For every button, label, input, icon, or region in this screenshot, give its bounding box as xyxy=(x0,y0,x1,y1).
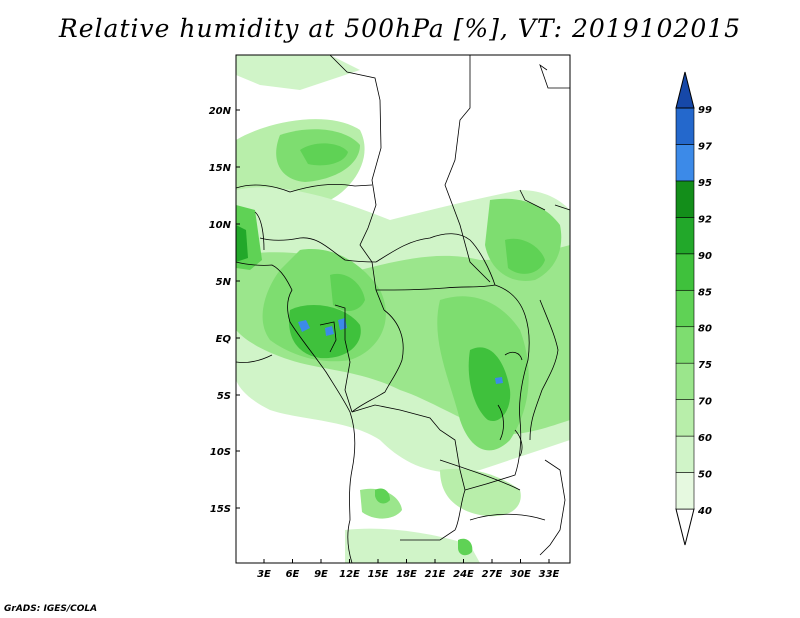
humidity-area xyxy=(236,55,360,90)
colorbar-segment xyxy=(675,472,695,510)
border xyxy=(235,354,273,363)
lon-label: 3E xyxy=(257,569,271,580)
border xyxy=(444,55,491,283)
latitude-labels: 20N 15N 10N 5N EQ 5S 10S 15S xyxy=(209,106,240,515)
humidity-area xyxy=(330,273,365,312)
border xyxy=(329,54,385,311)
lat-label: 10S xyxy=(210,447,231,458)
map-frame xyxy=(235,54,571,564)
colorbar-label: 70 xyxy=(698,397,712,408)
colorbar: 40 50 60 70 75 80 85 90 92 95 97 99 xyxy=(675,71,712,546)
lon-label: 9E xyxy=(314,569,328,580)
border xyxy=(235,184,373,193)
lake xyxy=(497,404,523,457)
border xyxy=(375,233,496,286)
colorbar-label: 90 xyxy=(698,251,712,262)
lon-label: 12E xyxy=(339,569,360,580)
colorbar-segment xyxy=(675,326,695,364)
colorbar-segment xyxy=(675,399,695,437)
colorbar-segment xyxy=(675,107,695,145)
colorbar-segment xyxy=(675,71,695,109)
humidity-field xyxy=(236,55,570,563)
lon-label: 15E xyxy=(368,569,389,580)
colorbar-label: 85 xyxy=(698,287,712,298)
border xyxy=(254,211,377,263)
humidity-area xyxy=(236,225,248,262)
humidity-area xyxy=(345,528,480,563)
humidity-area xyxy=(300,143,348,166)
humidity-area xyxy=(289,305,361,359)
humidity-area xyxy=(458,538,473,556)
border xyxy=(539,459,566,556)
lon-label: 21E xyxy=(425,569,446,580)
grads-credit: GrADS: IGES/COLA xyxy=(4,604,98,614)
border xyxy=(334,304,353,413)
colorbar-segment xyxy=(675,508,695,546)
lat-label: 5N xyxy=(216,277,232,288)
colorbar-segment xyxy=(675,144,695,182)
border xyxy=(375,284,526,316)
colorbar-label: 80 xyxy=(698,324,712,335)
country-borders xyxy=(235,54,571,564)
lat-label: 10N xyxy=(209,220,232,231)
colorbar-label: 40 xyxy=(697,506,712,517)
colorbar-segment xyxy=(675,180,695,218)
colorbar-label: 99 xyxy=(698,105,712,116)
lon-label: 27E xyxy=(482,569,503,580)
lon-label: 6E xyxy=(286,569,300,580)
lat-label: 5S xyxy=(217,391,231,402)
humidity-area xyxy=(298,320,310,332)
humidity-area xyxy=(468,347,511,421)
border xyxy=(464,314,530,491)
border xyxy=(519,189,571,211)
colorbar-segment xyxy=(675,435,695,473)
border xyxy=(351,404,466,541)
humidity-area xyxy=(505,238,545,274)
lat-label: EQ xyxy=(216,334,232,345)
border xyxy=(529,299,559,441)
border xyxy=(539,63,570,89)
border xyxy=(319,321,337,353)
colorbar-label: 95 xyxy=(698,178,712,189)
colorbar-label: 75 xyxy=(698,360,712,371)
map-title: Relative humidity at 500hPa [%], VT: 201… xyxy=(58,14,742,43)
border xyxy=(439,459,546,521)
lat-label: 20N xyxy=(209,106,232,117)
colorbar-label: 60 xyxy=(698,433,712,444)
colorbar-segment xyxy=(675,289,695,328)
lon-label: 33E xyxy=(539,569,560,580)
colorbar-segment xyxy=(675,362,695,400)
coastline-west xyxy=(235,261,356,564)
humidity-area xyxy=(440,468,521,517)
humidity-area xyxy=(360,488,402,519)
humidity-area xyxy=(495,377,503,384)
colorbar-segment xyxy=(675,253,695,291)
lon-label: 30E xyxy=(510,569,531,580)
lon-label: 24E xyxy=(453,569,474,580)
border xyxy=(351,309,404,413)
humidity-area xyxy=(375,488,390,504)
humidity-area xyxy=(325,326,334,336)
lon-label: 18E xyxy=(396,569,417,580)
longitude-labels: 3E 6E 9E 12E 15E 18E 21E 24E 27E 30E 33E xyxy=(257,559,560,580)
lat-label: 15S xyxy=(210,504,231,515)
colorbar-segment xyxy=(675,217,695,255)
lat-label: 15N xyxy=(209,163,232,174)
lake xyxy=(504,351,523,361)
colorbar-label: 50 xyxy=(698,470,712,481)
colorbar-label: 92 xyxy=(698,214,712,225)
colorbar-label: 97 xyxy=(698,141,712,152)
